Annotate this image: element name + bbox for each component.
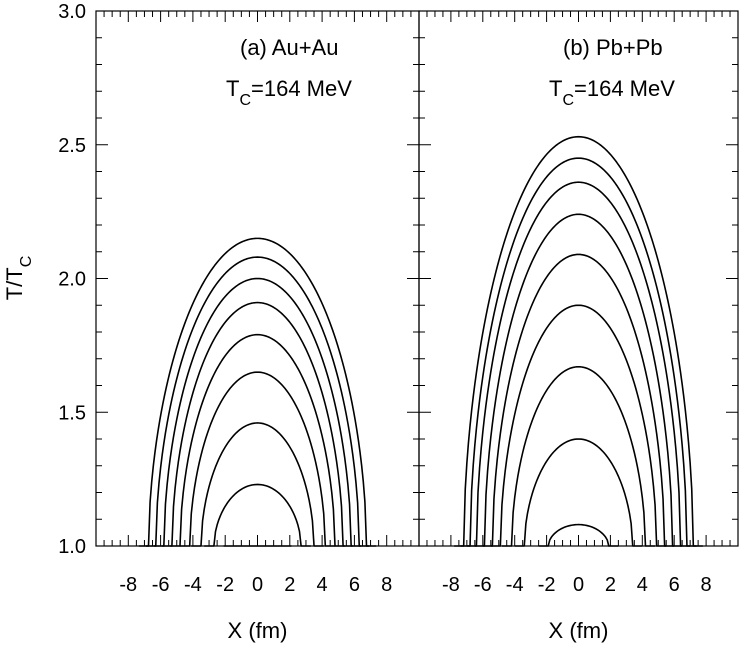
temperature-curve-7 [501,365,656,547]
x-tick-label: -4 [184,574,202,596]
x-tick-label: 2 [284,574,295,596]
temperature-curve-4 [474,213,683,547]
x-tick-label: 8 [701,574,712,596]
tc-prefix: T [226,76,239,101]
tc-annotation: TC=164 MeV [226,76,352,109]
y-tick-label: 2.5 [58,135,86,157]
tc-sub: C [239,92,251,109]
panel-label: (a) Au+Au [240,35,338,60]
temperature-curve-9 [538,523,619,547]
y-tick-label: 1.5 [58,402,86,424]
x-tick-label: -2 [538,574,556,596]
tc-sub: C [562,92,574,109]
x-tick-label: 6 [669,574,680,596]
temperature-curve-4 [162,301,353,547]
x-tick-label: -2 [216,574,234,596]
temperature-curve-3 [466,181,691,547]
temperature-curve-3 [154,277,361,547]
x-tick-label: 4 [317,574,328,596]
x-axis-label: X (fm) [228,618,288,643]
temperature-curve-6 [490,304,667,547]
temperature-curve-7 [191,422,324,547]
temperature-curve-6 [179,371,336,547]
temperature-curve-5 [170,333,345,547]
temperature-curve-2 [460,157,697,547]
x-tick-label: -4 [506,574,524,596]
panels: -8 -6 -4 -2 0 2 4 6 81.01.52.02.53.0X (fm)(a) Au… [58,1,739,643]
temperature-curve-5 [482,253,675,547]
x-tick-label: -6 [152,574,170,596]
y-tick-label: 1.0 [58,536,86,558]
y-tick-label: 2.0 [58,269,86,291]
x-tick-label: 4 [637,574,648,596]
panel-label: (b) Pb+Pb [563,35,663,60]
temperature-curve-8 [204,483,311,547]
x-tick-label: 6 [349,574,360,596]
temperature-curve-8 [514,438,643,547]
tc-annotation: TC=164 MeV [549,76,675,109]
temperature-curve-2 [146,256,369,547]
x-tick-label: 0 [252,574,263,596]
panel-a: -8 -6 -4 -2 0 2 4 6 8 1.0 1.5 2.0 2.5 3.0 X (fm) (a) Au… [58,1,420,643]
tc-value: =164 MeV [574,76,675,101]
x-tick-label: 8 [381,574,392,596]
x-tick-label: 0 [573,574,584,596]
y-tick-label: 3.0 [58,1,86,23]
tc-value: =164 MeV [251,76,352,101]
x-tick-label: 2 [605,574,616,596]
x-tick-label: -8 [119,574,137,596]
y-axis-label: T/TC [2,256,35,301]
x-tick-label: -8 [442,574,460,596]
tc-prefix: T [549,76,562,101]
temperature-curve-1 [138,237,377,547]
x-tick-label: -6 [474,574,492,596]
temperature-curve-1 [454,135,703,547]
x-axis-label: X (fm) [549,618,609,643]
